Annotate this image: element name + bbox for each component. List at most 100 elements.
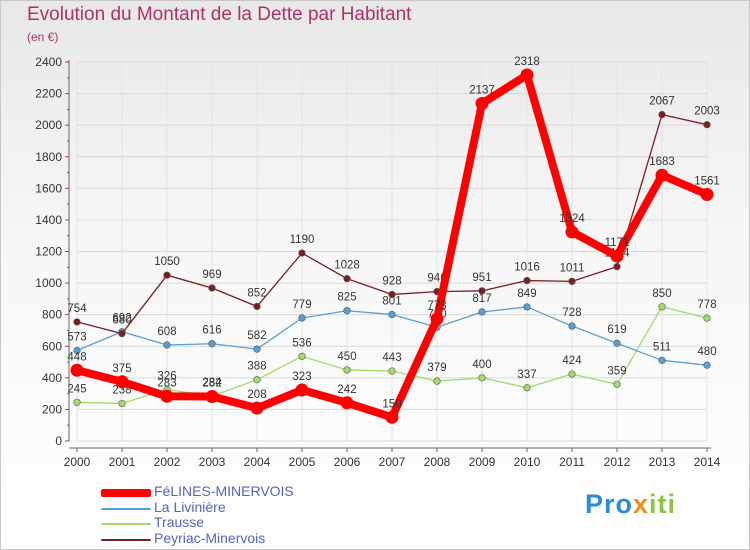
data-label: 282 — [202, 377, 221, 389]
data-label: 817 — [472, 293, 491, 305]
data-label: 359 — [607, 365, 626, 377]
data-point — [208, 284, 216, 292]
data-point — [658, 110, 666, 119]
data-point — [478, 308, 486, 316]
y-tick-label: 0 — [55, 434, 62, 448]
data-point — [658, 303, 666, 311]
data-point — [478, 287, 486, 295]
data-label: 448 — [67, 351, 86, 363]
x-tick-label: 2011 — [559, 455, 585, 469]
y-tick-label: 1800 — [35, 150, 62, 164]
data-point — [703, 121, 711, 129]
data-label: 511 — [653, 341, 671, 353]
x-tick-label: 2003 — [199, 455, 226, 469]
data-point — [253, 345, 261, 353]
data-label: 825 — [337, 292, 356, 304]
x-tick-label: 2004 — [244, 455, 271, 469]
y-tick-label: 2400 — [35, 55, 62, 69]
data-point — [385, 410, 399, 424]
y-tick-label: 1600 — [35, 181, 62, 195]
data-point — [523, 384, 531, 392]
data-label: 619 — [607, 324, 626, 336]
data-label: 680 — [112, 315, 131, 327]
data-point — [295, 383, 309, 397]
data-label: 778 — [697, 299, 716, 311]
legend-label: FéLINES-MINERVOIS — [154, 483, 294, 499]
data-label: 337 — [517, 369, 536, 381]
data-label: 1011 — [560, 262, 585, 274]
data-point — [658, 356, 666, 364]
data-point — [613, 339, 621, 347]
data-point — [73, 346, 81, 355]
data-point — [430, 312, 444, 326]
data-point — [568, 277, 576, 285]
data-label: 242 — [337, 384, 356, 396]
data-label: 245 — [67, 383, 86, 395]
chart-title: Evolution du Montant de la Dette par Hab… — [27, 4, 412, 25]
data-point — [703, 361, 711, 369]
data-label: 443 — [382, 352, 401, 364]
data-label: 1190 — [290, 234, 315, 246]
data-point — [700, 187, 714, 201]
x-tick-label: 2014 — [694, 455, 721, 469]
data-point — [73, 318, 81, 326]
data-point — [433, 377, 441, 385]
x-tick-label: 2008 — [424, 455, 451, 469]
data-label: 928 — [382, 275, 401, 287]
data-label: 779 — [292, 299, 311, 311]
x-tick-label: 2001 — [109, 455, 136, 469]
data-label: 582 — [247, 330, 266, 342]
y-tick-label: 1400 — [35, 213, 62, 227]
data-point — [298, 249, 306, 257]
data-label: 283 — [157, 377, 176, 389]
x-tick-label: 2006 — [334, 455, 361, 469]
data-point — [610, 249, 624, 263]
data-point — [475, 97, 489, 111]
data-label: 480 — [697, 346, 716, 358]
data-label: 2137 — [469, 85, 495, 97]
y-tick-label: 2000 — [35, 118, 62, 132]
legend-swatch — [101, 523, 151, 525]
data-point — [613, 380, 621, 388]
data-point — [118, 399, 126, 408]
data-label: 616 — [202, 325, 221, 337]
data-label: 1050 — [154, 256, 180, 268]
data-point — [253, 376, 261, 384]
data-point — [388, 367, 396, 375]
x-tick-label: 2002 — [154, 455, 181, 469]
legend-label: La Livinière — [154, 498, 226, 515]
data-point — [298, 314, 306, 322]
data-label: 2067 — [649, 96, 675, 108]
data-point — [208, 340, 216, 348]
data-point — [568, 322, 576, 330]
data-label: 1683 — [649, 156, 675, 168]
data-point — [568, 370, 576, 378]
x-tick-label: 2009 — [469, 455, 496, 469]
data-label: 1561 — [694, 175, 720, 187]
data-label: 400 — [472, 359, 491, 371]
data-label: 326 — [157, 371, 176, 383]
data-label: 150 — [382, 398, 401, 410]
data-point — [343, 275, 351, 283]
data-point — [115, 375, 129, 389]
x-tick-label: 2010 — [514, 455, 541, 469]
data-label: 284 — [202, 377, 222, 389]
data-label: 2318 — [514, 56, 540, 68]
data-label: 773 — [427, 300, 446, 312]
data-point — [655, 168, 669, 182]
data-label: 573 — [67, 332, 86, 344]
data-label: 850 — [652, 288, 671, 300]
data-label: 375 — [112, 363, 131, 375]
y-tick-label: 1000 — [35, 276, 62, 290]
chart-unit-label: (en €) — [27, 30, 59, 44]
data-label: 379 — [427, 362, 446, 374]
data-point — [388, 310, 396, 319]
data-point — [703, 314, 711, 322]
x-tick-label: 2007 — [379, 455, 406, 469]
legend-swatch — [101, 489, 151, 497]
data-point — [523, 276, 531, 285]
